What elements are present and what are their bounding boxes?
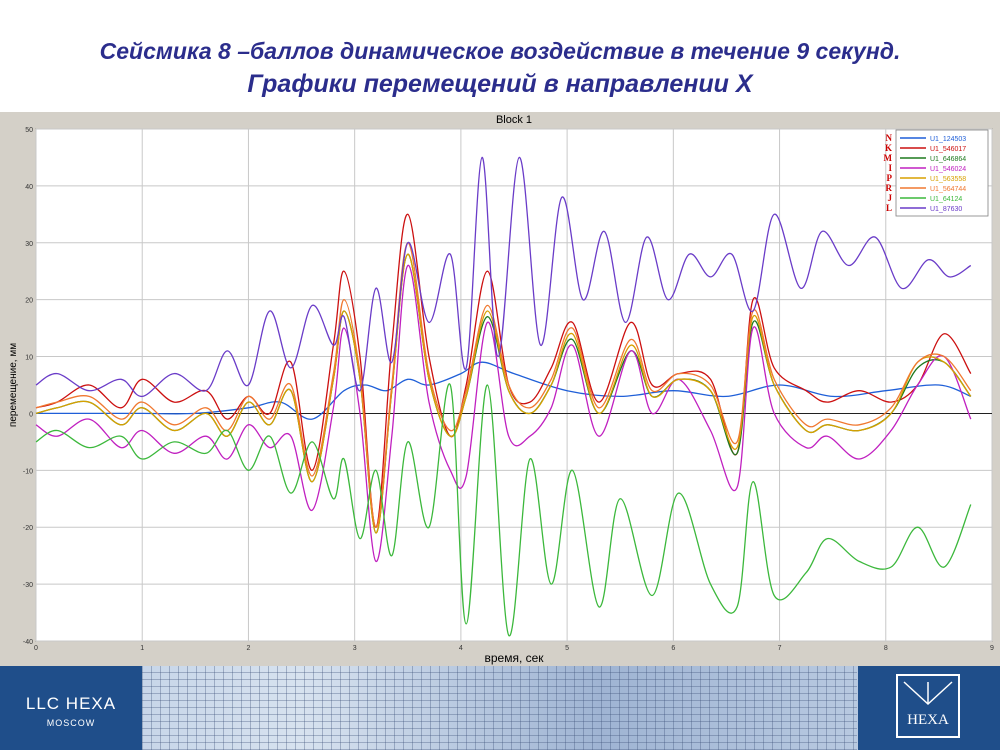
- legend-label: U1_564744: [930, 186, 966, 193]
- legend-letter: N: [886, 133, 893, 143]
- y-tick-label: 0: [29, 411, 33, 418]
- legend-letter: R: [886, 183, 893, 193]
- legend-letter: K: [885, 143, 892, 153]
- series-line-U1_124503: [35, 361, 972, 420]
- series-line-U1_564744: [35, 242, 972, 528]
- legend-letter: L: [886, 203, 892, 213]
- legend-label: U1_546024: [930, 166, 966, 173]
- legend-label: U1_124503: [930, 136, 966, 143]
- legend-label: U1_87630: [930, 206, 962, 213]
- legend-box: [895, 129, 989, 217]
- footer-banner: LLC HEXA MOSCOW HEXA: [0, 666, 1000, 750]
- company-name: LLC HEXA: [25, 694, 117, 713]
- legend-label: U1_64124: [930, 196, 962, 203]
- plot-area: [35, 128, 993, 642]
- x-tick-label: 8: [884, 645, 888, 652]
- slide-title-line1: Сейсмика 8 –баллов динамическое воздейст…: [99, 38, 901, 64]
- y-tick-label: 10: [25, 355, 33, 362]
- legend-label: U1_563558: [930, 176, 966, 183]
- x-tick-label: 0: [34, 645, 38, 652]
- x-tick-label: 4: [459, 645, 463, 652]
- y-tick-label: -30: [23, 582, 33, 589]
- series-line-U1_87630: [35, 156, 972, 398]
- series-line-U1_64124: [35, 383, 972, 636]
- y-tick-label: -40: [23, 639, 33, 646]
- legend-letter: J: [888, 193, 893, 203]
- y-tick-label: 30: [25, 241, 33, 248]
- x-tick-label: 1: [140, 645, 144, 652]
- company-panel: LLC HEXA MOSCOW: [0, 666, 142, 750]
- legend-label: U1_546017: [930, 146, 966, 153]
- slide-title-line2: Графики перемещений в направлении Х: [247, 70, 753, 98]
- company-city: MOSCOW: [46, 718, 96, 728]
- legend-label: U1_646864: [930, 156, 966, 163]
- y-tick-label: 40: [25, 184, 33, 191]
- line-chart: Block 1 0 1 2 3 4 5 6 7 8 9 -40 -30 -20 -10 0 10 20 30 40 50…: [8, 114, 994, 665]
- logo-panel: HEXA: [858, 666, 1000, 750]
- y-axis-label: перемещение, мм: [8, 343, 19, 427]
- x-tick-label: 2: [246, 645, 250, 652]
- x-tick-label: 6: [671, 645, 675, 652]
- hexa-logo-icon: HEXA: [896, 674, 960, 738]
- series-line-U1_546024: [35, 264, 972, 563]
- x-tick-label: 7: [778, 645, 782, 652]
- legend-letter: I: [888, 163, 892, 173]
- x-tick-label: 5: [565, 645, 569, 652]
- legend-letter: P: [887, 173, 893, 183]
- x-tick-label: 3: [353, 645, 357, 652]
- y-tick-label: 50: [25, 127, 33, 134]
- mesh-illustration: [142, 666, 857, 750]
- chart-title: Block 1: [496, 114, 532, 126]
- logo-text: HEXA: [907, 712, 949, 728]
- legend-letter: M: [884, 153, 893, 163]
- y-tick-label: -20: [23, 525, 33, 532]
- x-tick-label: 9: [990, 645, 994, 652]
- y-tick-label: -10: [23, 468, 33, 475]
- series-line-U1_563558: [35, 253, 972, 534]
- x-axis-label: время, сек: [484, 651, 544, 665]
- y-tick-label: 20: [25, 298, 33, 305]
